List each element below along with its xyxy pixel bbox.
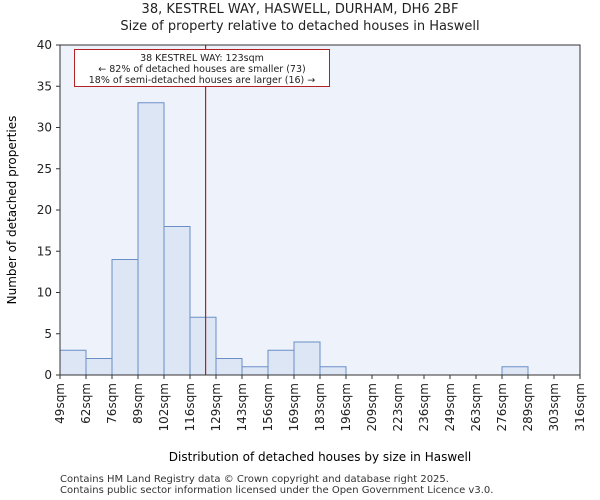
y-tick-label: 20 [37,203,52,217]
x-tick-label: 236sqm [417,383,431,431]
x-tick-label: 76sqm [105,383,119,424]
x-tick-label: 143sqm [235,383,249,431]
x-tick-label: 316sqm [573,383,587,431]
y-axis-label: Number of detached properties [5,116,19,305]
x-tick-label: 116sqm [183,383,197,431]
x-tick-label: 276sqm [495,383,509,431]
x-tick-label: 196sqm [339,383,353,431]
y-tick-label: 10 [37,286,52,300]
bar-183sqm [319,366,347,376]
x-axis-label: Distribution of detached houses by size … [169,450,471,464]
y-tick-label: 35 [37,79,52,93]
x-tick-label: 156sqm [261,383,275,431]
x-tick-label: 49sqm [53,383,67,424]
bar-169sqm [293,341,321,376]
chart-title: Size of property relative to detached ho… [120,19,480,34]
footer-copyright: Contains HM Land Registry data © Crown c… [60,474,449,485]
y-tick-label: 40 [37,38,52,52]
y-tick-label: 5 [44,327,52,341]
plot-frame [59,44,581,376]
annotation-box: 38 KESTREL WAY: 123sqm ← 82% of detached… [74,49,330,87]
bar-76sqm [111,259,139,376]
bar-62sqm [85,358,113,376]
y-tick-label: 25 [37,162,52,176]
footer-licence: Contains public sector information licen… [60,485,494,496]
annotation-line-2: ← 82% of detached houses are smaller (73… [98,64,306,75]
bar-129sqm [215,358,243,376]
x-tick-label: 89sqm [131,383,145,424]
y-axis: 0 5 10 15 20 25 30 35 40 [37,38,60,382]
x-tick-label: 249sqm [443,383,457,431]
bar-276sqm [501,366,529,376]
y-tick-label: 30 [37,121,52,135]
x-tick-label: 129sqm [209,383,223,431]
annotation-line-3: 18% of semi-detached houses are larger (… [88,75,316,86]
annotation-line-1: 38 KESTREL WAY: 123sqm [140,53,264,64]
x-tick-label: 62sqm [79,383,93,424]
bar-156sqm [267,349,295,376]
bars-group [59,102,529,376]
chart-title-address: 38, KESTREL WAY, HASWELL, DURHAM, DH6 2B… [141,2,459,17]
bar-89sqm [137,102,165,376]
x-tick-label: 303sqm [547,383,561,431]
x-tick-label: 209sqm [365,383,379,431]
bar-116sqm [189,316,217,376]
x-tick-label: 223sqm [391,383,405,431]
x-tick-label: 289sqm [521,383,535,431]
bar-49sqm [59,349,87,376]
x-tick-label: 102sqm [157,383,171,431]
x-axis: 49sqm 62sqm 76sqm 89sqm 102sqm 116sqm 129sqm 14… [53,375,587,431]
y-tick-label: 15 [37,244,52,258]
y-tick-label: 0 [44,368,52,382]
histogram-chart: 0 5 10 15 20 25 30 35 40 49sqm 62sqm 76sqm 89sqm 102… [5,38,587,464]
x-tick-label: 183sqm [313,383,327,431]
x-tick-label: 263sqm [469,383,483,431]
x-tick-label: 169sqm [287,383,301,431]
bar-102sqm [163,226,191,376]
bar-143sqm [241,366,269,376]
